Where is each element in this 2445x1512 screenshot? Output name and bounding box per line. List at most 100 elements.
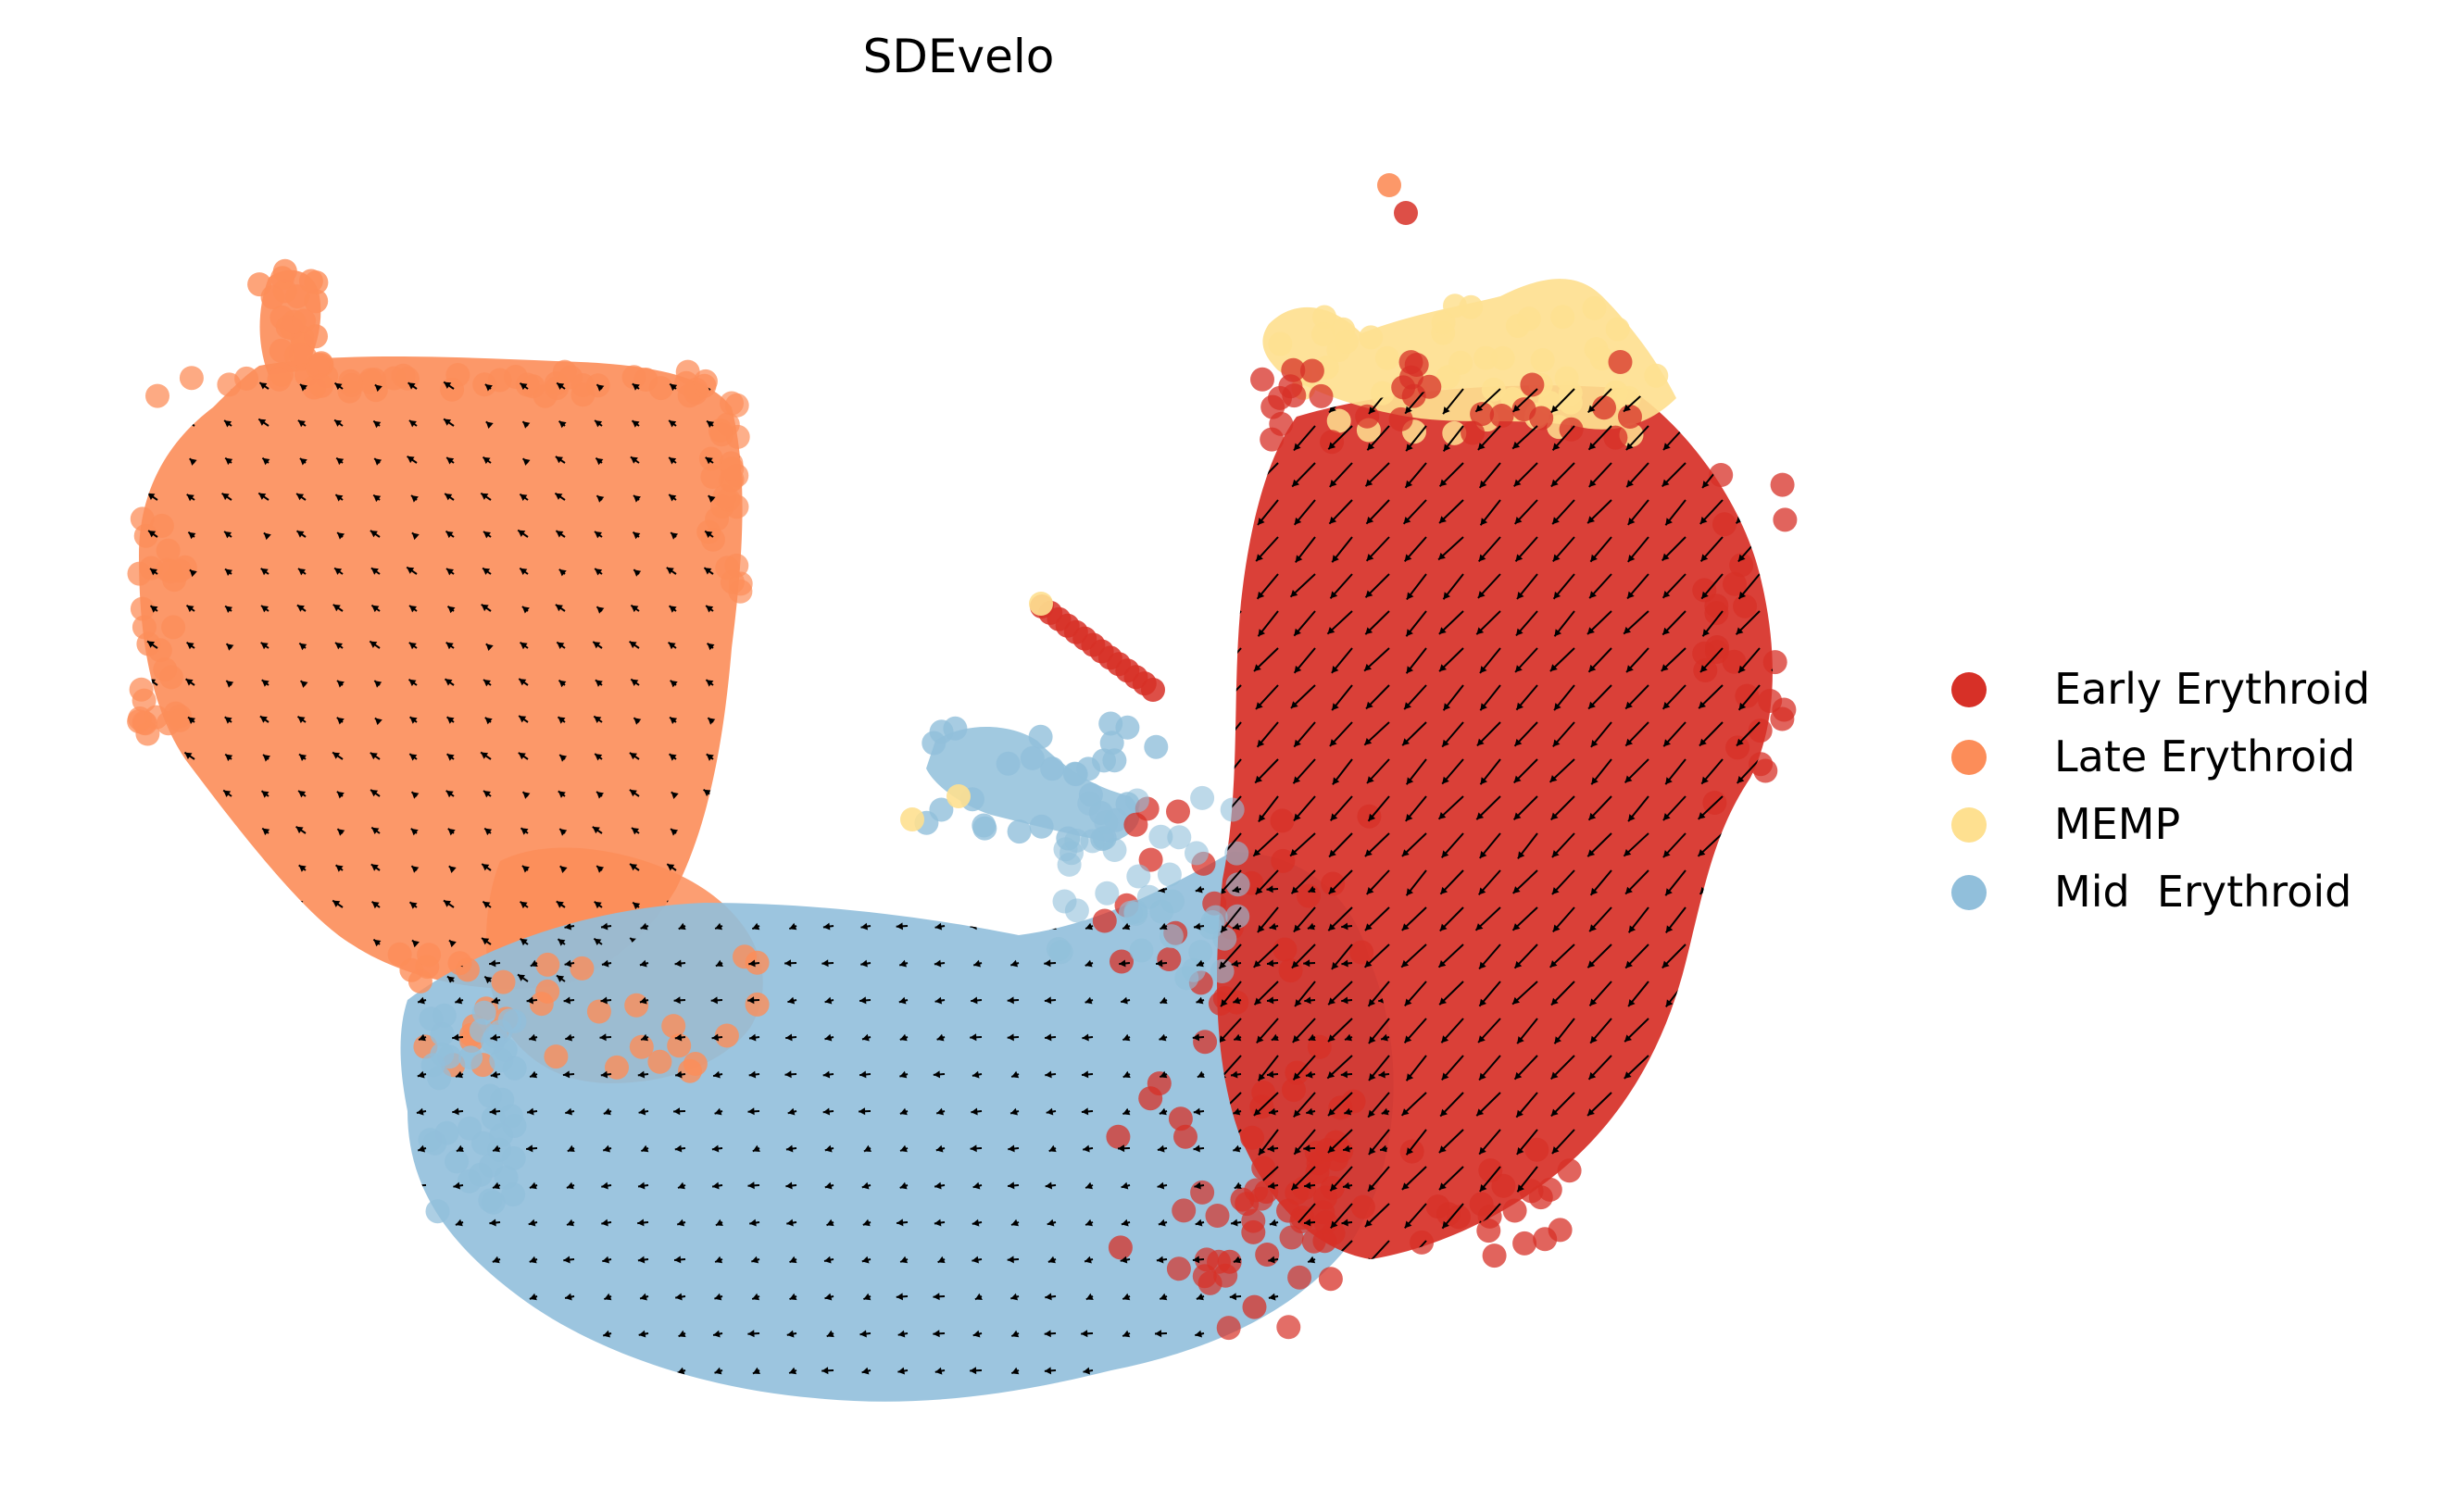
velocity-arrow <box>1441 758 1464 785</box>
velocity-arrow <box>1255 869 1279 895</box>
velocity-arrow <box>529 1256 538 1264</box>
velocity-arrow <box>1734 1203 1761 1228</box>
velocity-arrow <box>861 1181 871 1190</box>
velocity-arrow <box>1777 1093 1798 1118</box>
velocity-arrow <box>1404 462 1427 489</box>
velocity-arrow <box>666 863 677 871</box>
early-erythroid-region <box>1217 385 1773 1259</box>
velocity-arrow <box>1550 981 1575 1006</box>
velocity-arrow <box>1701 1240 1724 1259</box>
velocity-arrow <box>519 493 529 501</box>
velocity-arrow <box>1085 1218 1094 1227</box>
cell-point <box>1276 1315 1301 1340</box>
velocity-arrow <box>706 753 714 761</box>
velocity-arrow <box>1044 959 1057 968</box>
velocity-arrow <box>935 1107 946 1116</box>
velocity-arrow <box>483 827 493 836</box>
velocity-arrow <box>1156 1404 1167 1411</box>
velocity-arrow <box>114 495 121 503</box>
velocity-arrow <box>1549 1055 1575 1081</box>
velocity-arrow <box>787 996 797 1005</box>
cell-point <box>1212 986 1237 1010</box>
cell-point <box>288 342 313 367</box>
velocity-arrow <box>715 1218 723 1227</box>
velocity-arrow <box>1159 1033 1168 1042</box>
velocity-arrow <box>1122 1330 1131 1338</box>
velocity-arrow <box>492 1144 501 1153</box>
velocity-arrow <box>1438 610 1464 635</box>
velocity-arrow <box>1329 1166 1353 1192</box>
cell-point <box>535 952 560 977</box>
cell-point <box>1250 367 1274 392</box>
velocity-arrow <box>298 753 307 761</box>
velocity-arrow <box>749 1218 760 1227</box>
cell-point <box>1704 601 1729 626</box>
velocity-arrow <box>1328 499 1353 525</box>
velocity-arrow <box>1217 388 1242 413</box>
cell-point <box>1205 1204 1230 1228</box>
velocity-arrow <box>528 1033 538 1042</box>
velocity-arrow <box>1328 869 1353 895</box>
velocity-arrow <box>1664 758 1686 785</box>
velocity-arrow <box>824 1033 834 1042</box>
cell-point <box>1442 420 1467 445</box>
velocity-arrow <box>1624 943 1649 969</box>
velocity-arrow <box>563 996 575 1005</box>
velocity-arrow <box>711 1404 722 1411</box>
velocity-arrow <box>1160 1367 1168 1375</box>
legend-label-mid-erythroid: Mid Erythroid <box>2054 867 2351 917</box>
velocity-arrow <box>1662 721 1686 747</box>
velocity-arrow <box>453 1181 464 1190</box>
velocity-arrow <box>594 568 603 576</box>
velocity-arrow <box>1516 1278 1537 1303</box>
cell-point <box>156 711 181 736</box>
velocity-arrow <box>114 903 121 910</box>
cell-point <box>1398 365 1423 390</box>
velocity-arrow <box>1405 869 1427 896</box>
velocity-arrow <box>1698 684 1724 709</box>
velocity-arrow <box>1196 1293 1205 1301</box>
velocity-arrow <box>748 1070 760 1079</box>
velocity-arrow <box>751 1256 760 1264</box>
velocity-arrow <box>1293 499 1316 526</box>
velocity-arrow <box>1477 536 1501 563</box>
cell-point <box>1605 317 1630 342</box>
velocity-arrow <box>708 236 715 244</box>
velocity-arrow <box>1365 869 1390 895</box>
velocity-arrow <box>1085 1293 1094 1301</box>
cell-point <box>1374 345 1399 370</box>
velocity-arrow <box>671 236 678 244</box>
velocity-arrow <box>1230 1218 1242 1227</box>
velocity-arrow <box>1293 647 1316 674</box>
velocity-arrow <box>262 976 271 984</box>
velocity-arrow <box>747 1181 760 1190</box>
velocity-arrow <box>972 1218 983 1227</box>
velocity-arrow <box>934 885 946 893</box>
velocity-arrow <box>184 974 195 982</box>
velocity-arrow <box>224 568 232 576</box>
velocity-arrow <box>1586 832 1612 857</box>
velocity-arrow <box>638 1330 649 1338</box>
cell-point <box>1511 397 1536 422</box>
cell-point <box>272 258 297 283</box>
cell-point <box>1220 797 1245 822</box>
velocity-arrow <box>418 1033 427 1042</box>
velocity-arrow <box>484 717 493 725</box>
velocity-arrow <box>670 310 677 318</box>
velocity-arrow <box>1256 1018 1279 1044</box>
velocity-arrow <box>332 751 344 760</box>
velocity-arrow <box>1401 832 1427 857</box>
cell-point <box>1557 1158 1582 1183</box>
cell-point <box>1491 1173 1516 1198</box>
velocity-arrow <box>1550 462 1575 488</box>
velocity-arrow <box>492 1181 501 1190</box>
cell-point <box>1436 1202 1461 1227</box>
velocity-arrow <box>859 996 871 1005</box>
velocity-arrow <box>1329 795 1353 821</box>
velocity-arrow <box>1197 1367 1205 1375</box>
velocity-arrow <box>1440 1018 1464 1043</box>
velocity-arrow <box>1516 1129 1538 1156</box>
velocity-arrow <box>861 1367 871 1375</box>
velocity-arrow <box>187 716 195 724</box>
cell-point <box>136 631 161 656</box>
